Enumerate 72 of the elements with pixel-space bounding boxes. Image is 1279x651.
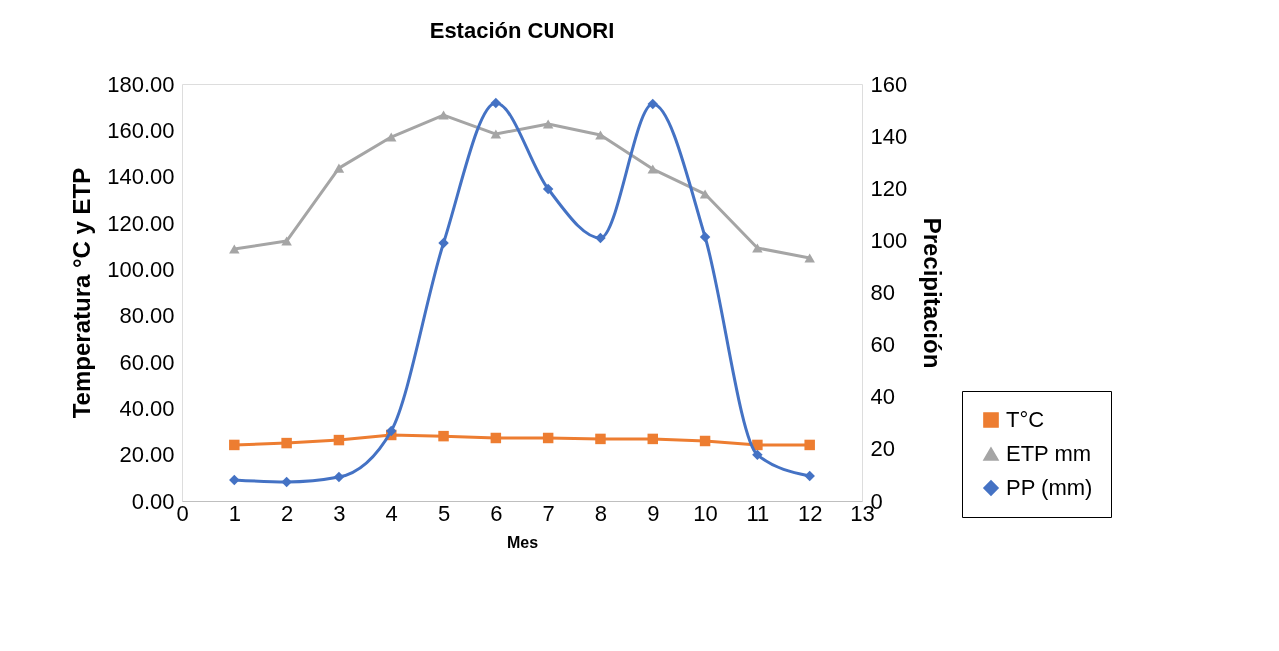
point bbox=[699, 435, 711, 447]
point bbox=[752, 243, 763, 253]
y-tick-label: 180.00 bbox=[107, 71, 175, 97]
point bbox=[281, 437, 292, 449]
x-tick-label: 6 bbox=[490, 500, 503, 526]
point bbox=[699, 189, 711, 199]
point bbox=[490, 129, 502, 139]
y-tick-label: 60.00 bbox=[119, 349, 175, 375]
point bbox=[699, 231, 711, 243]
point bbox=[438, 430, 449, 442]
point bbox=[542, 119, 554, 129]
point bbox=[647, 164, 659, 174]
y-axis-title: Temperatura °C y ETP bbox=[68, 167, 96, 419]
point bbox=[804, 253, 815, 263]
y-tick-label: 20.00 bbox=[119, 442, 175, 468]
point bbox=[385, 132, 397, 142]
point bbox=[438, 110, 449, 120]
y2-tick-label: 40 bbox=[870, 384, 895, 410]
x-tick-label: 4 bbox=[385, 500, 398, 526]
y-tick-label: 120.00 bbox=[107, 210, 175, 236]
point bbox=[804, 439, 815, 451]
point bbox=[229, 244, 240, 254]
x-tick-label: 2 bbox=[280, 500, 294, 526]
x-tick-label: 3 bbox=[333, 500, 346, 526]
y2-tick-label: 120 bbox=[870, 175, 908, 201]
point bbox=[385, 425, 397, 437]
point bbox=[281, 236, 292, 246]
x-tick-label: 0 bbox=[176, 500, 189, 526]
y-tick-label: 160.00 bbox=[107, 117, 175, 143]
x-tick-label: 11 bbox=[746, 500, 770, 526]
point bbox=[333, 434, 345, 446]
point bbox=[333, 471, 345, 483]
point bbox=[804, 470, 815, 482]
point bbox=[595, 232, 606, 244]
y2-tick-label: 100 bbox=[870, 227, 908, 253]
x-tick-label: 5 bbox=[437, 500, 451, 526]
point bbox=[752, 449, 763, 461]
y-tick-label: 100.00 bbox=[107, 256, 175, 282]
y-tick-label: 140.00 bbox=[107, 164, 175, 190]
y-tick-label: 80.00 bbox=[119, 303, 175, 329]
point bbox=[595, 130, 606, 140]
point bbox=[229, 439, 240, 451]
point bbox=[281, 476, 292, 488]
y2-tick-label: 60 bbox=[870, 332, 895, 358]
x-axis-title: Mes bbox=[506, 533, 539, 551]
x-tick-label: 9 bbox=[647, 500, 660, 526]
y2-tick-label: 80 bbox=[870, 280, 895, 305]
legend-label: ETP mm bbox=[1006, 441, 1092, 466]
x-tick-label: 10 bbox=[693, 500, 718, 526]
x-tick-label: 1 bbox=[228, 500, 241, 526]
y-tick-label: 0.00 bbox=[131, 488, 175, 514]
x-tick-label: 7 bbox=[542, 500, 555, 526]
y2-tick-label: 160 bbox=[870, 71, 908, 97]
chart-title: Estación CUNORI bbox=[429, 18, 615, 43]
point bbox=[333, 163, 345, 173]
y2-tick-label: 20 bbox=[870, 436, 895, 462]
point bbox=[490, 97, 502, 109]
y-tick-label: 40.00 bbox=[119, 395, 175, 421]
point bbox=[595, 433, 606, 445]
point bbox=[438, 237, 449, 249]
legend-label: T°C bbox=[1006, 407, 1045, 432]
x-tick-label: 8 bbox=[594, 500, 608, 526]
point bbox=[542, 183, 554, 195]
point bbox=[647, 433, 659, 445]
point bbox=[542, 432, 554, 444]
x-tick-label: 12 bbox=[797, 500, 823, 526]
y2-axis-title: Precipitación bbox=[919, 217, 947, 369]
point bbox=[490, 432, 502, 444]
y2-tick-label: 140 bbox=[870, 123, 908, 149]
legend-label: PP (mm) bbox=[1006, 475, 1093, 500]
point bbox=[647, 98, 659, 110]
point bbox=[229, 474, 240, 486]
